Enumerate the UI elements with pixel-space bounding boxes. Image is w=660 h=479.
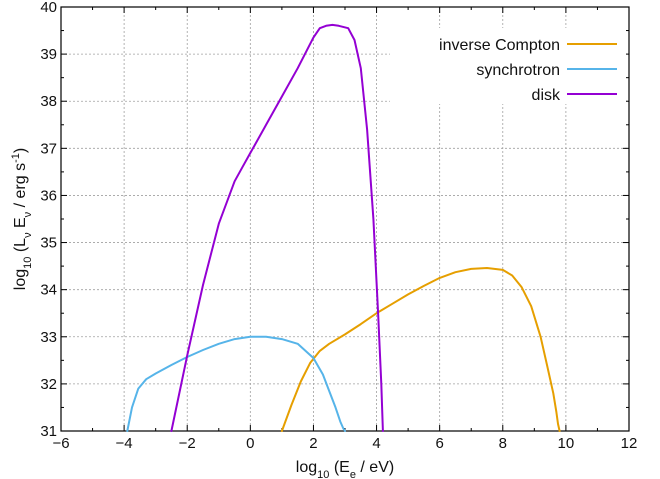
series-line-inverse-compton: [280, 267, 561, 432]
y-tick-label: 35: [40, 235, 57, 252]
x-tick-label: 12: [621, 435, 638, 452]
x-tick-label: 4: [372, 435, 380, 452]
x-tick-label: −4: [116, 435, 133, 452]
y-tick-label: 37: [40, 140, 57, 157]
series-lines: [126, 23, 561, 432]
y-tick-label: 32: [40, 376, 57, 393]
y-axis-label: log10 (Lν Eν / erg s-1): [10, 148, 34, 290]
axis-ticks: −6 −4 −2 0 2 4 6 8 10 12 31 32 33 34 35 36 37 38 39 40: [40, 0, 637, 452]
legend-label: disk: [532, 87, 561, 104]
series-line-synchrotron: [126, 335, 346, 432]
y-tick-label: 38: [40, 93, 57, 110]
y-tick-label: 34: [40, 282, 57, 299]
series-line-disk: [170, 23, 384, 432]
x-tick-label: 2: [309, 435, 317, 452]
x-tick-label: −2: [179, 435, 196, 452]
y-tick-label: 40: [40, 0, 57, 16]
x-tick-label: 10: [558, 435, 575, 452]
x-tick-label: 0: [246, 435, 254, 452]
y-tick-label: 39: [40, 46, 57, 63]
x-tick-label: 6: [435, 435, 443, 452]
legend: inverse Compton synchrotron disk: [390, 28, 626, 104]
legend-label: inverse Compton: [439, 37, 560, 54]
x-tick-label: 8: [499, 435, 507, 452]
y-tick-label: 31: [40, 423, 57, 440]
y-tick-label: 36: [40, 187, 57, 204]
y-tick-label: 33: [40, 329, 57, 346]
x-tick-label: −6: [52, 435, 69, 452]
legend-label: synchrotron: [476, 62, 560, 79]
legend-background: [390, 28, 626, 104]
x-axis-label: log10 (Ee / eV): [296, 459, 394, 479]
